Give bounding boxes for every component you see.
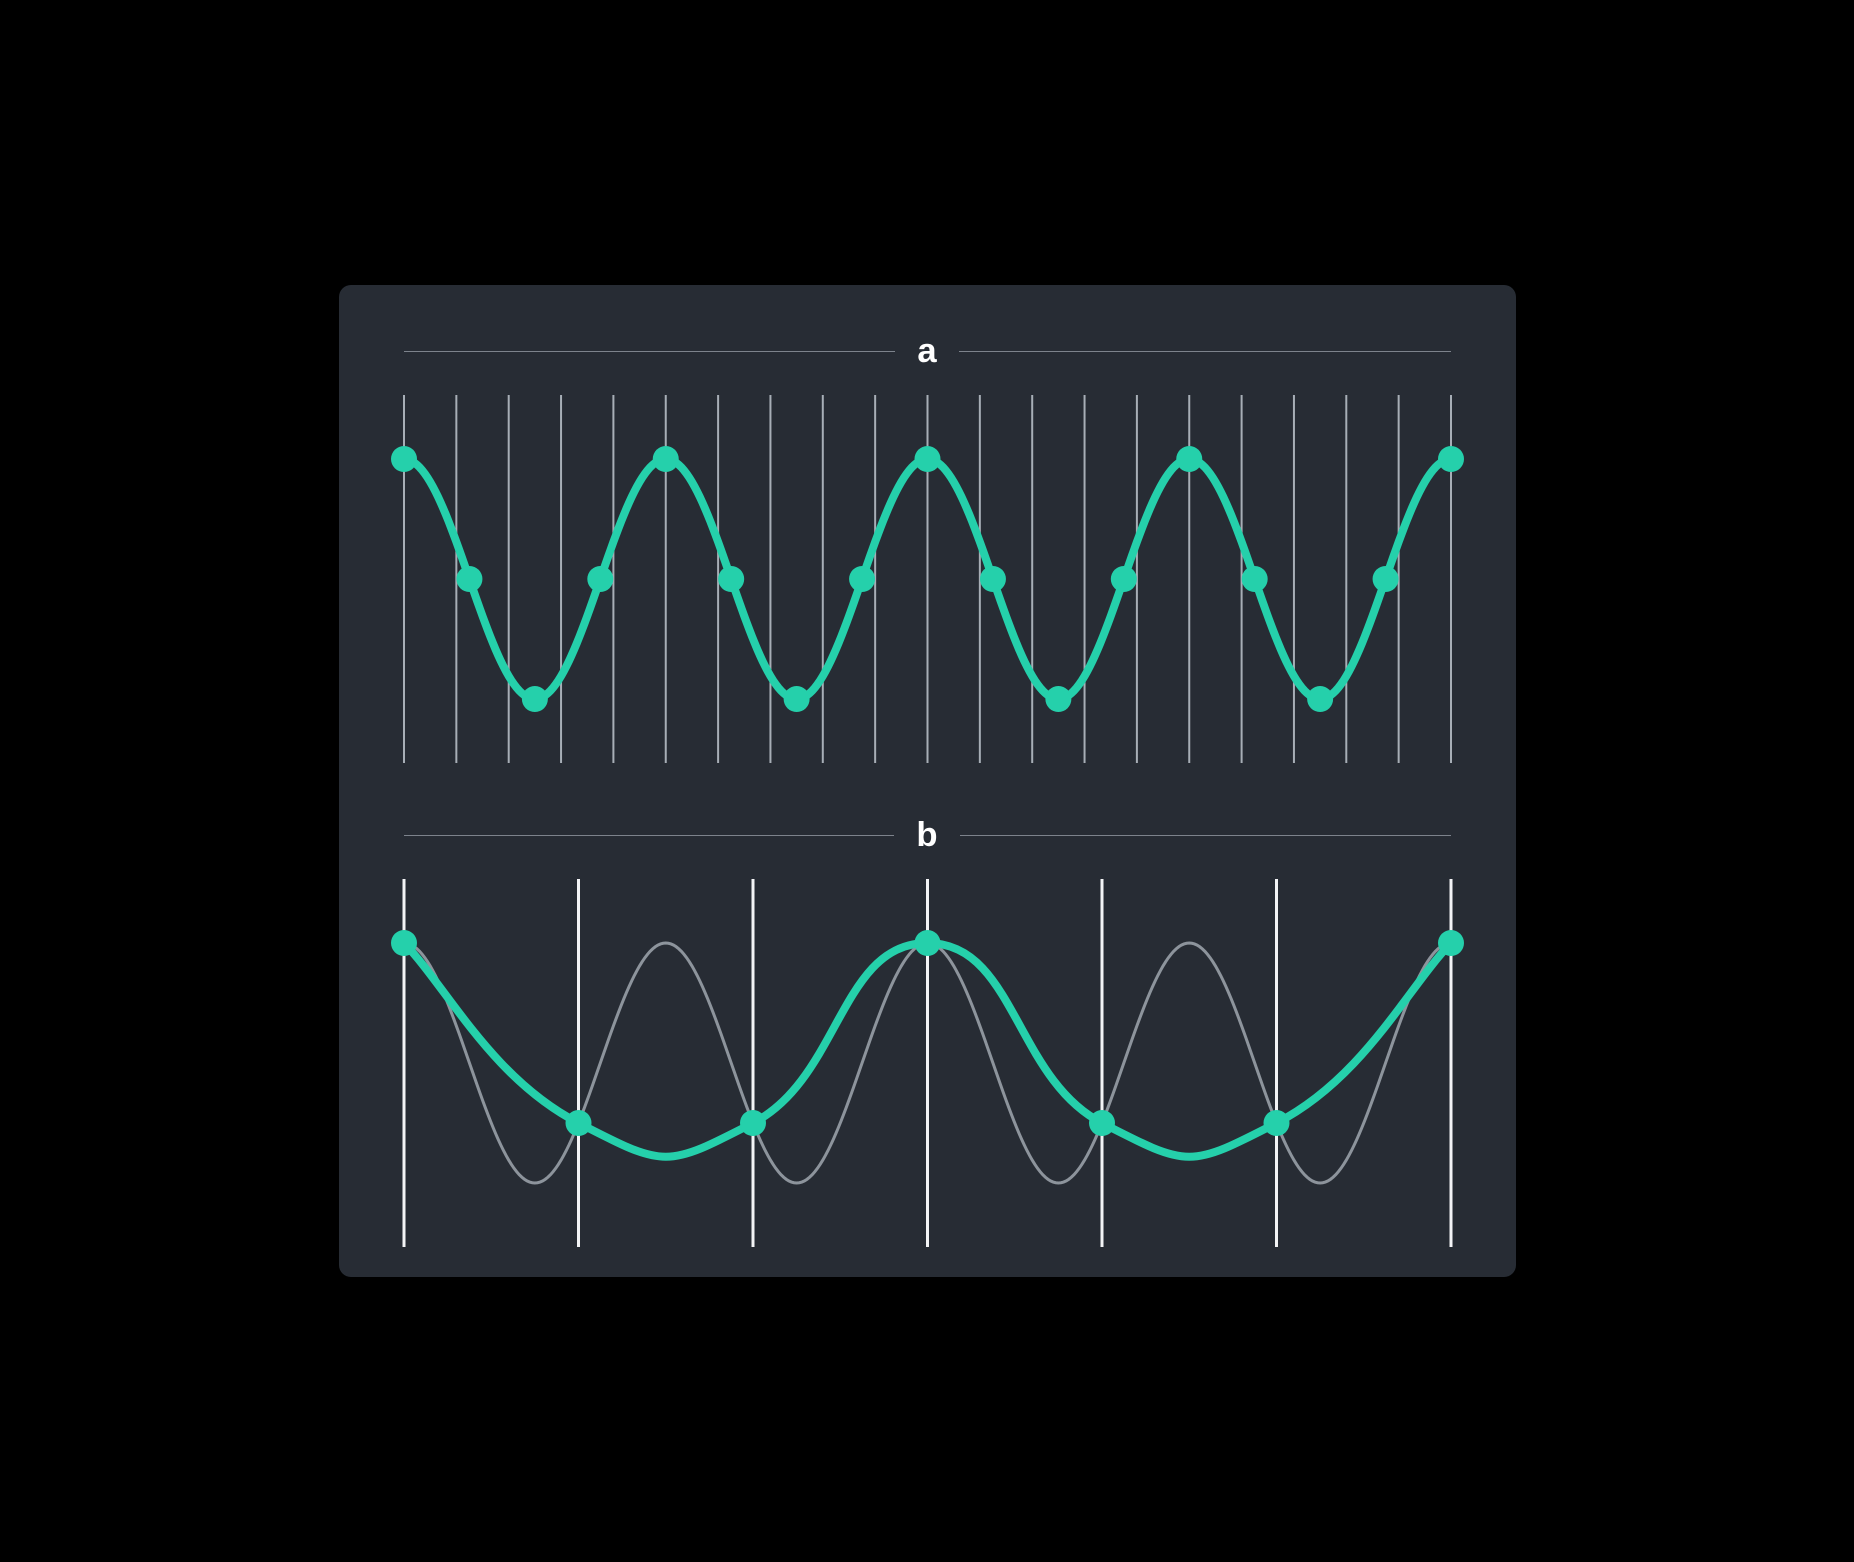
chart-a [339,395,1516,763]
chart-b [339,879,1516,1247]
page: a b [0,0,1854,1562]
section-divider-a: a [339,335,1516,367]
divider-rule-left [404,835,895,836]
divider-rule-left [404,351,896,352]
panel: a b [339,285,1516,1277]
divider-rule-right [959,351,1451,352]
section-label-b: b [894,818,959,853]
section-label-a: a [895,334,958,369]
divider-rule-right [960,835,1451,836]
section-divider-b: b [339,819,1516,851]
